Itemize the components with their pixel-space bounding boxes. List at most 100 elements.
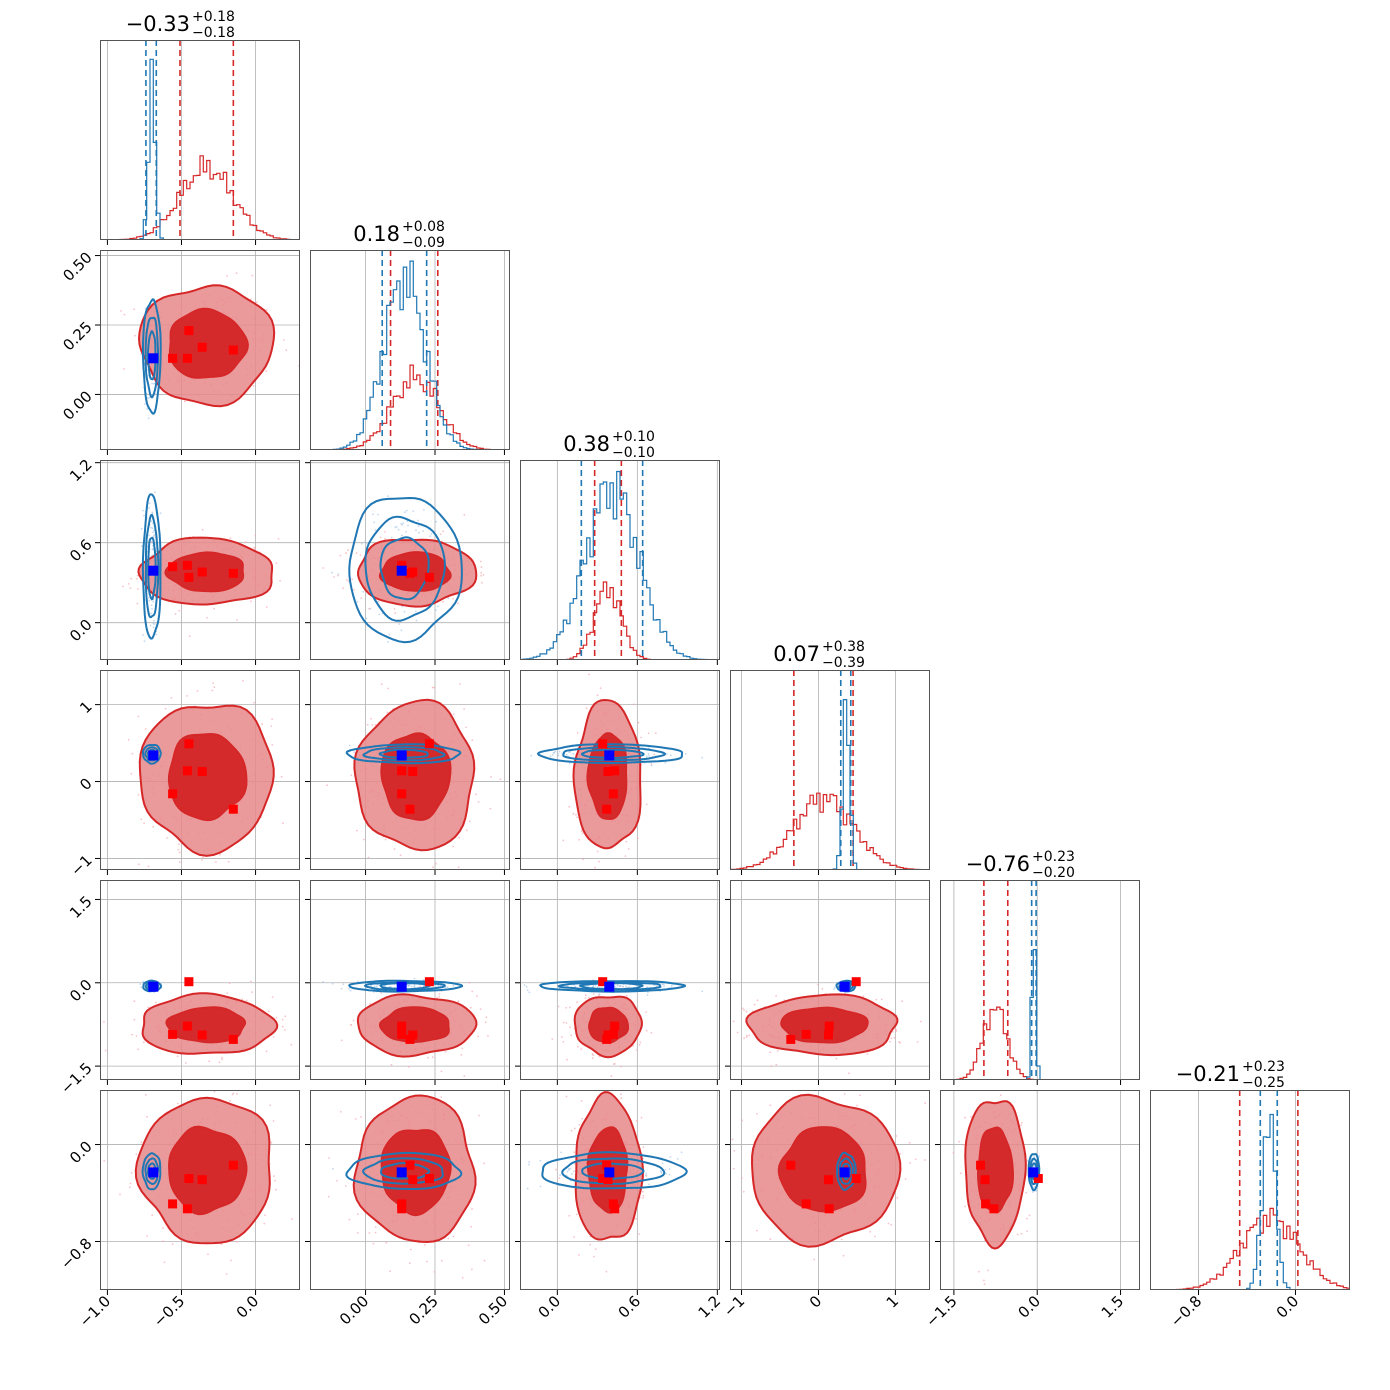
red-sample-point (458, 836, 461, 839)
red-marker (603, 767, 613, 776)
blue-sample-point (142, 980, 145, 983)
blue-sample-point (342, 983, 345, 986)
red-sample-point (236, 619, 239, 621)
red-sample-point (461, 1047, 464, 1050)
red-marker (182, 353, 192, 363)
title-minus: −0.39 (822, 655, 865, 671)
panel-1-0: 0.000.250.50 (59, 248, 300, 455)
blue-sample-point (332, 1167, 334, 1170)
red-sample-point (385, 1241, 388, 1244)
truth-marker (148, 353, 159, 364)
blue-sample-point (410, 985, 413, 988)
red-sample-point (131, 752, 134, 755)
red-sample-point (273, 1175, 275, 1177)
red-sample-point (185, 1081, 187, 1083)
red-sample-point (594, 866, 596, 869)
red-marker (168, 789, 178, 799)
panel-frame (730, 880, 930, 1080)
red-sample-point (127, 738, 130, 741)
blue-sample-point (150, 520, 153, 523)
title-median: 0.18 (353, 222, 400, 246)
red-sample-point (625, 994, 628, 997)
blue-sample-point (365, 542, 367, 545)
red-sample-point (236, 1092, 238, 1095)
truth-marker (148, 1167, 159, 1178)
red-sample-point (184, 1062, 187, 1064)
blue-sample-point (406, 520, 409, 523)
red-sample-point (465, 829, 468, 832)
red-sample-point (231, 1093, 234, 1096)
blue-sample-point (150, 540, 153, 543)
red-sample-point (275, 562, 278, 565)
red-sample-point (588, 996, 590, 999)
panel-5-2: 0.0 0.6 1.2 (515, 1090, 724, 1322)
red-sample-point (478, 1114, 480, 1117)
blue-sample-point (397, 528, 400, 531)
blue-contour (141, 1152, 162, 1191)
red-sample-point (481, 581, 483, 584)
red-sample-point (562, 1021, 565, 1024)
red-sample-point (578, 838, 581, 841)
red-sample-point (393, 608, 396, 610)
red-marker (228, 1034, 238, 1044)
red-sample-point (367, 856, 370, 859)
blue-sample-point (377, 513, 379, 516)
red-sample-point (475, 793, 477, 796)
red-sample-point (650, 763, 653, 765)
red-marker (824, 1030, 833, 1040)
blue-sample-point (148, 596, 150, 599)
blue-contour (144, 513, 160, 619)
red-sample-point (313, 759, 315, 761)
blue-sample-point (648, 755, 650, 757)
blue-sample-point (558, 750, 561, 753)
blue-sample-point (655, 985, 658, 987)
red-sample-point (306, 549, 308, 551)
red-sample-point (584, 997, 587, 999)
red-sample-point (271, 996, 274, 998)
red-sample-point (598, 1055, 601, 1058)
red-sample-point (638, 1044, 641, 1046)
red-sample-point (256, 301, 258, 303)
red-sample-point (185, 1069, 187, 1071)
y-tick-label: 1 (76, 698, 95, 717)
red-sample-point (442, 600, 444, 603)
blue-sample-point (435, 609, 437, 611)
blue-sample-point (148, 507, 151, 509)
red-sample-point (136, 602, 139, 605)
red-sample-point (452, 713, 455, 716)
red-sample-point (463, 513, 466, 516)
red-sample-point (576, 816, 578, 819)
blue-sample-point (349, 989, 352, 992)
red-sample-point (355, 552, 358, 555)
red-sample-point (654, 732, 657, 734)
title-median: −0.76 (966, 852, 1030, 876)
red-sample-point (393, 848, 396, 850)
red-sample-point (250, 600, 252, 603)
red-sample-point (636, 837, 639, 840)
red-sample-point (471, 990, 474, 993)
red-sample-point (221, 1056, 223, 1059)
red-sample-point (476, 995, 478, 998)
red-marker (184, 739, 194, 749)
blue-contour (144, 1157, 159, 1186)
blue-sample-point (430, 532, 433, 535)
panel-frame (100, 670, 300, 870)
red-sample-point (817, 983, 819, 986)
blue-histogram (100, 58, 300, 240)
blue-contour (557, 981, 662, 991)
blue-sample-point (147, 417, 150, 420)
red-sample-point (350, 1024, 353, 1026)
red-sample-point (645, 803, 648, 806)
title-median: −0.33 (126, 12, 190, 36)
truth-marker (396, 981, 407, 992)
red-contour-inner (588, 1006, 629, 1044)
red-sample-point (647, 732, 650, 735)
blue-sample-point (152, 600, 155, 603)
red-sample-point (419, 985, 422, 988)
red-marker (197, 1175, 207, 1185)
red-sample-point (370, 717, 372, 720)
red-sample-point (327, 1195, 330, 1198)
panel-frame (100, 40, 300, 240)
blue-sample-point (148, 534, 150, 537)
red-sample-point (133, 308, 136, 311)
